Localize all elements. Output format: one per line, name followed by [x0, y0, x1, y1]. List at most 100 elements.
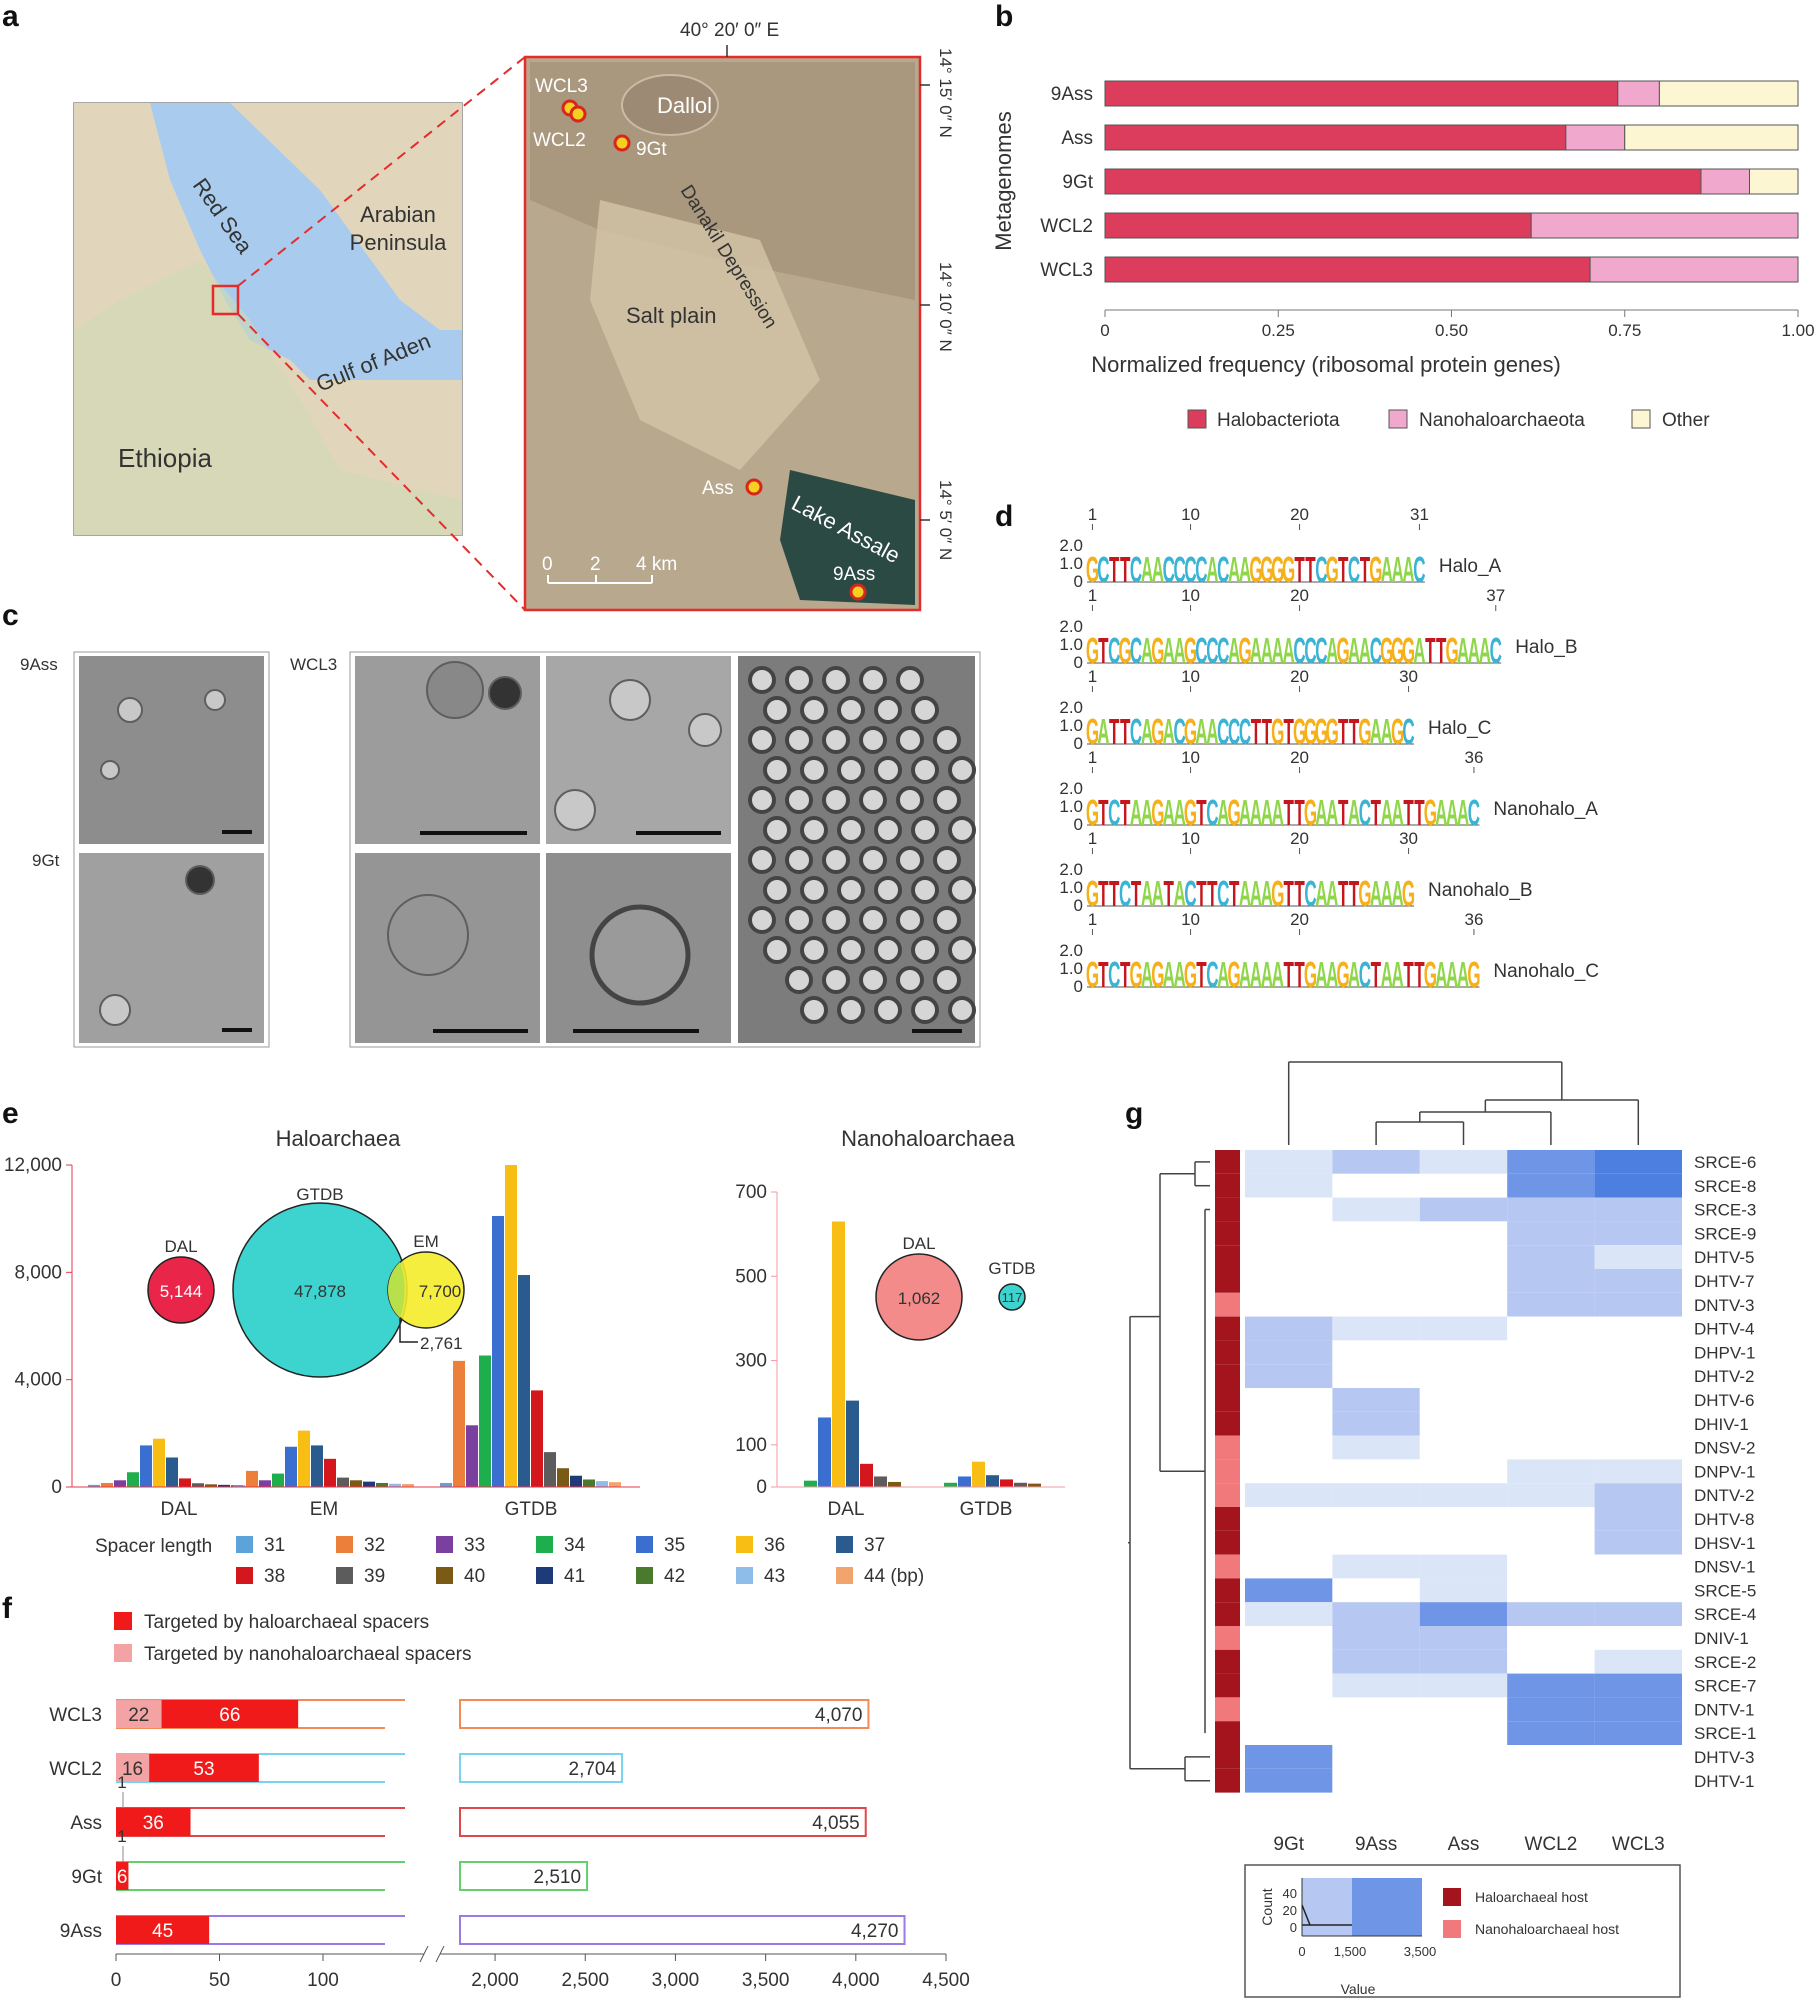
heatmap-cell	[1419, 1745, 1508, 1769]
x-tick-label: 2,000	[471, 1970, 519, 1991]
bar-segment-nanohaloarchaeota	[1700, 168, 1750, 195]
heatmap-cell	[1245, 1459, 1333, 1484]
venn-nano-dal-circle	[875, 1253, 963, 1341]
bar-segment-halobacteriota	[1104, 168, 1702, 195]
heatmap-cell	[1507, 1245, 1595, 1269]
heatmap-cell	[1332, 1507, 1420, 1531]
logo-letter: T	[1098, 631, 1108, 671]
logo-y-tick-label: 2.0	[1059, 536, 1083, 555]
logo-letter: A	[1272, 793, 1284, 833]
panel-c-label: c	[2, 599, 19, 632]
bar-segment-nanohaloarchaeota	[1589, 256, 1799, 283]
logo-letter: C	[1413, 550, 1425, 590]
virion	[911, 696, 939, 724]
x-tick-label: 4,500	[922, 1970, 970, 1991]
logo-letter: G	[1184, 793, 1197, 833]
panel-f-label: f	[2, 1592, 13, 1625]
virion	[763, 876, 791, 904]
y-tick-label: 12,000	[4, 1155, 62, 1176]
virion	[933, 846, 961, 874]
logo-letter: T	[1294, 955, 1304, 995]
legend-label: 43	[764, 1566, 785, 1587]
legend-swatch	[736, 1536, 753, 1553]
host-cell-halo	[1215, 1364, 1240, 1388]
host-cell-halo	[1215, 1578, 1240, 1603]
logo-letter: T	[1283, 793, 1293, 833]
heatmap-cell	[1507, 1435, 1595, 1460]
virion-shapes	[99, 661, 722, 1026]
logo-letter: G	[1369, 550, 1382, 590]
host-cell-nano	[1215, 1292, 1240, 1317]
scale-bars	[222, 830, 962, 1033]
bar-halo-label: 36	[143, 1813, 164, 1834]
bar-total-wcl2	[459, 1753, 624, 1783]
logo-letter: T	[1349, 712, 1359, 752]
logo-letter: C	[1195, 631, 1207, 671]
x-tick-label: 3,500	[742, 1970, 790, 1991]
logo-letter: G	[1446, 631, 1459, 671]
logo-letter: C	[1163, 550, 1175, 590]
logo-letter: C	[1130, 550, 1142, 590]
site-markers	[561, 99, 867, 601]
virion	[874, 996, 902, 1024]
legend-swatch	[736, 1567, 753, 1584]
heatmap-cell	[1419, 1245, 1508, 1269]
bar-nano-label: 1	[117, 1773, 126, 1792]
virion	[948, 936, 976, 964]
logo-letter: G	[1271, 550, 1284, 590]
virion	[896, 966, 924, 994]
logo-letter: G	[1337, 955, 1350, 995]
panel-a: a Red Sea Arabian Peninsula Gulf of Aden…	[2, 0, 955, 612]
heatmap-cell	[1419, 1221, 1508, 1246]
heatmap-cell	[1245, 1197, 1333, 1222]
bar-segment-nanohaloarchaeota	[1530, 212, 1799, 239]
legend-label: 38	[264, 1566, 285, 1587]
panel-f: f Targeted by haloarchaeal spacers Targe…	[2, 1592, 970, 1991]
inset-lon-label: 40° 20′ 0″ E	[680, 20, 779, 41]
bar-halo-label: 45	[152, 1921, 173, 1942]
logo-letter: A	[1152, 550, 1164, 590]
logo-letter: G	[1402, 874, 1415, 914]
heatmap-cell	[1594, 1768, 1682, 1793]
virion	[99, 994, 131, 1026]
heatmap-cell	[1332, 1602, 1420, 1626]
venn-em-label: EM	[413, 1232, 439, 1251]
logo-letter: C	[1174, 550, 1186, 590]
logo-letter: A	[1435, 793, 1447, 833]
y-tick-label: 4,000	[14, 1370, 62, 1391]
panel-a-label: a	[2, 0, 19, 33]
logo-position-label: 36	[1464, 910, 1483, 929]
bar-segment-halobacteriota	[1104, 212, 1532, 239]
logo-letter: G	[1086, 874, 1099, 914]
host-cell-halo	[1215, 1745, 1240, 1769]
host-cell-nano	[1215, 1697, 1240, 1722]
heatmap-cell	[1245, 1292, 1333, 1317]
key-histogram-bar	[1352, 1878, 1422, 1936]
bar-spacer-38-nano-dal	[860, 1463, 873, 1487]
y-tick-label: 500	[735, 1266, 767, 1287]
heatmap-cell	[1594, 1292, 1682, 1317]
heatmap-cell	[1419, 1673, 1508, 1698]
legend-swatch	[436, 1567, 453, 1584]
logo-name: Nanohalo_C	[1493, 961, 1599, 982]
logo-letter: C	[1228, 712, 1240, 752]
heatmap-cell	[1332, 1745, 1420, 1769]
bar-spacer-31-gtdb	[440, 1482, 452, 1487]
logo-letter: A	[1239, 874, 1251, 914]
logo-letter: C	[1097, 550, 1109, 590]
logo-letter: A	[1097, 712, 1109, 752]
logo-letter: T	[1229, 874, 1239, 914]
x-tick-label: 4,000	[832, 1970, 880, 1991]
logo-letter: C	[1315, 631, 1327, 671]
virion	[859, 966, 887, 994]
logo-letter: C	[1206, 955, 1218, 995]
y-tick-label: 700	[735, 1182, 767, 1203]
logo-letter: T	[1283, 955, 1293, 995]
virion	[748, 786, 776, 814]
inset-lat-1: 14° 15′ 0″ N	[936, 48, 955, 138]
logo-letter: G	[1184, 955, 1197, 995]
bar-segment-other	[1658, 80, 1799, 107]
logo-letter: C	[1130, 631, 1142, 671]
virion	[933, 966, 961, 994]
